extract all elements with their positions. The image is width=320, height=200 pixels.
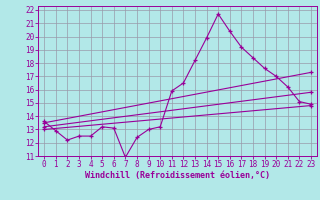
X-axis label: Windchill (Refroidissement éolien,°C): Windchill (Refroidissement éolien,°C) xyxy=(85,171,270,180)
